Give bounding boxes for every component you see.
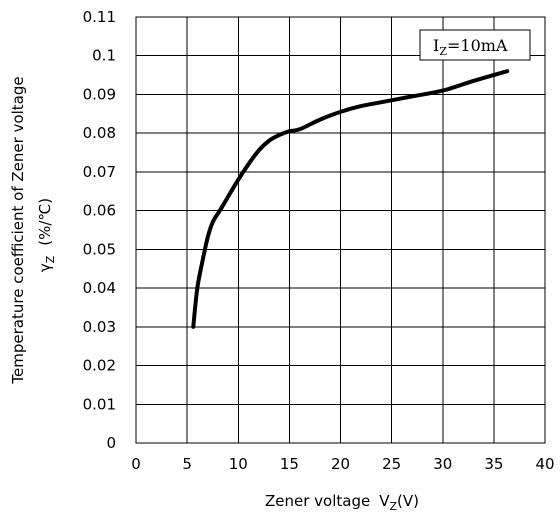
y-tick-label: 0.05: [83, 240, 116, 258]
y-tick-label: 0.08: [83, 124, 116, 142]
x-tick-label: 0: [131, 455, 141, 473]
y-tick-labels: 0 0.01 0.02 0.03 0.04 0.05 0.06 0.07 0.08 0.09 0.1…: [83, 8, 116, 452]
legend-box: [419, 29, 531, 61]
x-tick-labels: 0 5 10 15 20 25 30 35 40: [131, 455, 554, 473]
x-tick-label: 20: [331, 455, 350, 473]
x-tick-label: 5: [182, 455, 192, 473]
y-tick-label: 0.03: [83, 318, 116, 336]
x-tick-label: 35: [484, 455, 503, 473]
y-tick-label: 0.1: [92, 47, 116, 65]
x-tick-label: 30: [433, 455, 452, 473]
x-tick-label: 40: [535, 455, 554, 473]
y-tick-label: 0.04: [83, 279, 116, 297]
y-tick-label: 0.02: [83, 357, 116, 375]
y-axis-title-line1: Temperature coefficient of Zener voltage: [9, 76, 27, 384]
y-tick-label: 0.11: [83, 8, 116, 26]
y-tick-label: 0: [106, 434, 116, 452]
y-tick-label: 0.09: [83, 85, 116, 103]
x-tick-label: 10: [229, 455, 248, 473]
y-axis-title-line2: γZ(%/℃): [36, 198, 57, 272]
x-tick-label: 25: [382, 455, 401, 473]
legend-label: IZ=10mA: [433, 36, 508, 58]
series-line: [191, 69, 510, 329]
x-tick-label: 15: [280, 455, 299, 473]
series-layer: [191, 69, 510, 329]
legend: IZ=10mA: [419, 29, 531, 61]
y-tick-label: 0.07: [83, 163, 116, 181]
plot-frame: [135, 16, 546, 444]
y-tick-label: 0.06: [83, 202, 116, 220]
x-axis-title: Zener voltage VZ(V): [265, 492, 419, 513]
grid: [135, 16, 546, 444]
y-tick-label: 0.01: [83, 395, 116, 413]
